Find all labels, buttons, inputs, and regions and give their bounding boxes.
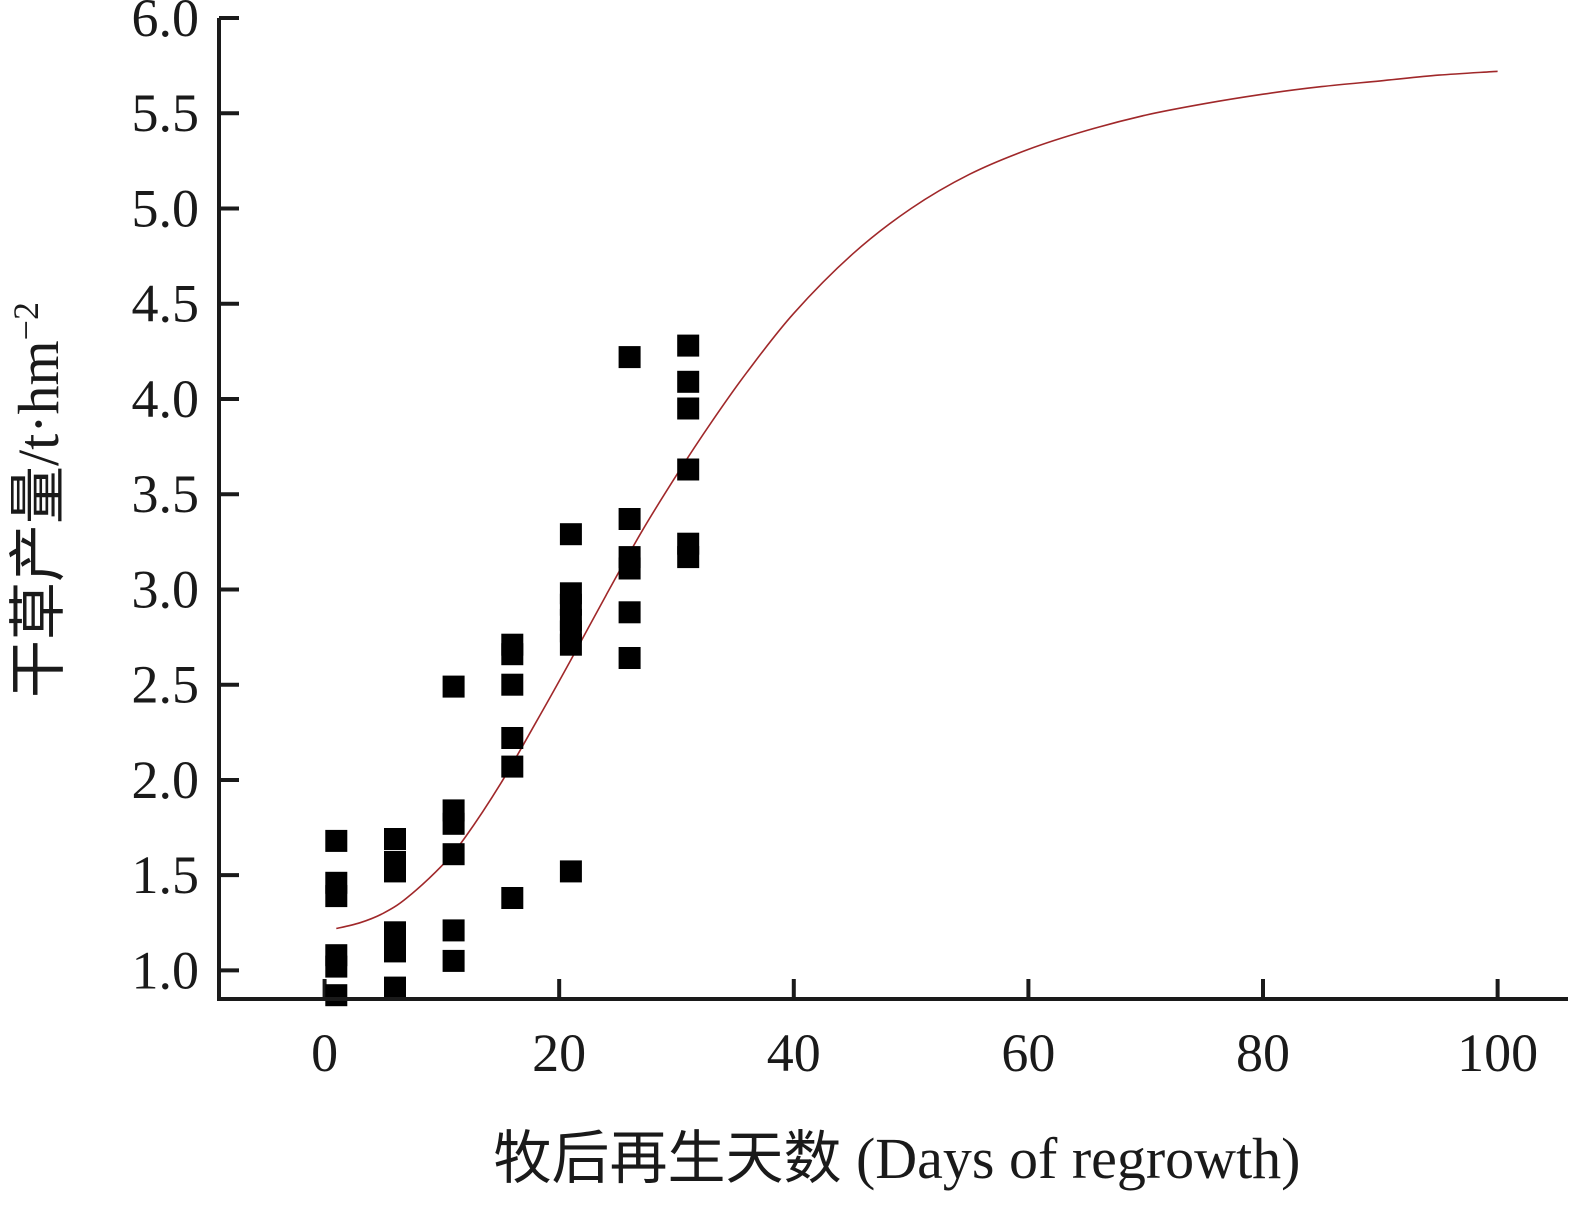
data-point <box>325 885 348 908</box>
x-tick-label: 60 <box>1001 1023 1055 1083</box>
data-point <box>442 949 465 972</box>
data-point <box>677 458 700 481</box>
y-tick-label: 5.0 <box>132 178 200 238</box>
data-point <box>501 755 524 778</box>
y-tick-label: 3.0 <box>132 559 200 619</box>
y-tick-label: 5.5 <box>132 83 200 143</box>
data-point <box>384 940 406 963</box>
data-point <box>325 829 348 852</box>
data-point <box>618 346 641 369</box>
data-point <box>384 976 406 999</box>
fitted-growth-curve <box>336 70 1498 930</box>
y-tick-label: 6.0 <box>132 0 200 48</box>
data-point <box>384 828 406 850</box>
data-point <box>501 643 524 666</box>
data-point <box>384 860 406 883</box>
y-axis-title: 干草产量/t·hm−2 <box>6 302 71 698</box>
y-tick-label: 2.5 <box>132 655 200 715</box>
data-point <box>618 557 641 580</box>
x-axis-title: 牧后再生天数 (Days of regrowth) <box>493 1126 1300 1191</box>
data-point <box>442 675 465 698</box>
x-tick-label: 100 <box>1457 1023 1538 1083</box>
x-tick-label: 80 <box>1236 1023 1290 1083</box>
y-tick-label: 4.5 <box>132 274 200 334</box>
data-point <box>325 955 348 978</box>
data-point <box>442 919 465 942</box>
axes-frame <box>217 18 1568 1001</box>
y-axis-ticks: 1.0 1.5 2.0 2.5 3.0 3.5 4.0 4.5 5.0 5.5 6.0 <box>132 0 239 1000</box>
x-axis-ticks: 0 20 40 60 80 100 <box>311 979 1538 1083</box>
y-tick-label: 4.0 <box>132 369 200 429</box>
data-point <box>677 546 700 569</box>
plot-area: 0 20 40 60 80 100 1.0 1.5 2.0 2.5 3.0 3.5 4.0 4.5 5.0… <box>132 0 1568 1083</box>
data-point <box>325 984 348 1007</box>
data-point <box>677 334 700 357</box>
data-point <box>501 887 524 909</box>
y-tick-label: 2.0 <box>132 750 200 810</box>
data-point <box>618 601 641 624</box>
x-tick-label: 20 <box>532 1023 586 1083</box>
y-axis-title-superscript: −2 <box>6 302 46 340</box>
x-tick-label: 0 <box>311 1023 338 1083</box>
data-point <box>677 397 700 420</box>
data-point <box>501 673 524 696</box>
data-points <box>325 334 700 1007</box>
data-point <box>618 508 641 530</box>
y-tick-label: 1.0 <box>132 940 200 1000</box>
data-point <box>559 633 582 656</box>
y-axis-title-main: 干草产量/t·hm <box>6 340 71 698</box>
data-point <box>442 812 465 835</box>
x-tick-label: 40 <box>767 1023 821 1083</box>
data-point <box>442 843 465 866</box>
y-tick-label: 3.5 <box>132 464 200 524</box>
data-point <box>501 727 524 749</box>
data-point <box>559 860 582 883</box>
data-point <box>559 523 582 546</box>
data-point <box>677 370 700 393</box>
data-point <box>618 647 641 669</box>
y-tick-label: 1.5 <box>132 845 200 905</box>
